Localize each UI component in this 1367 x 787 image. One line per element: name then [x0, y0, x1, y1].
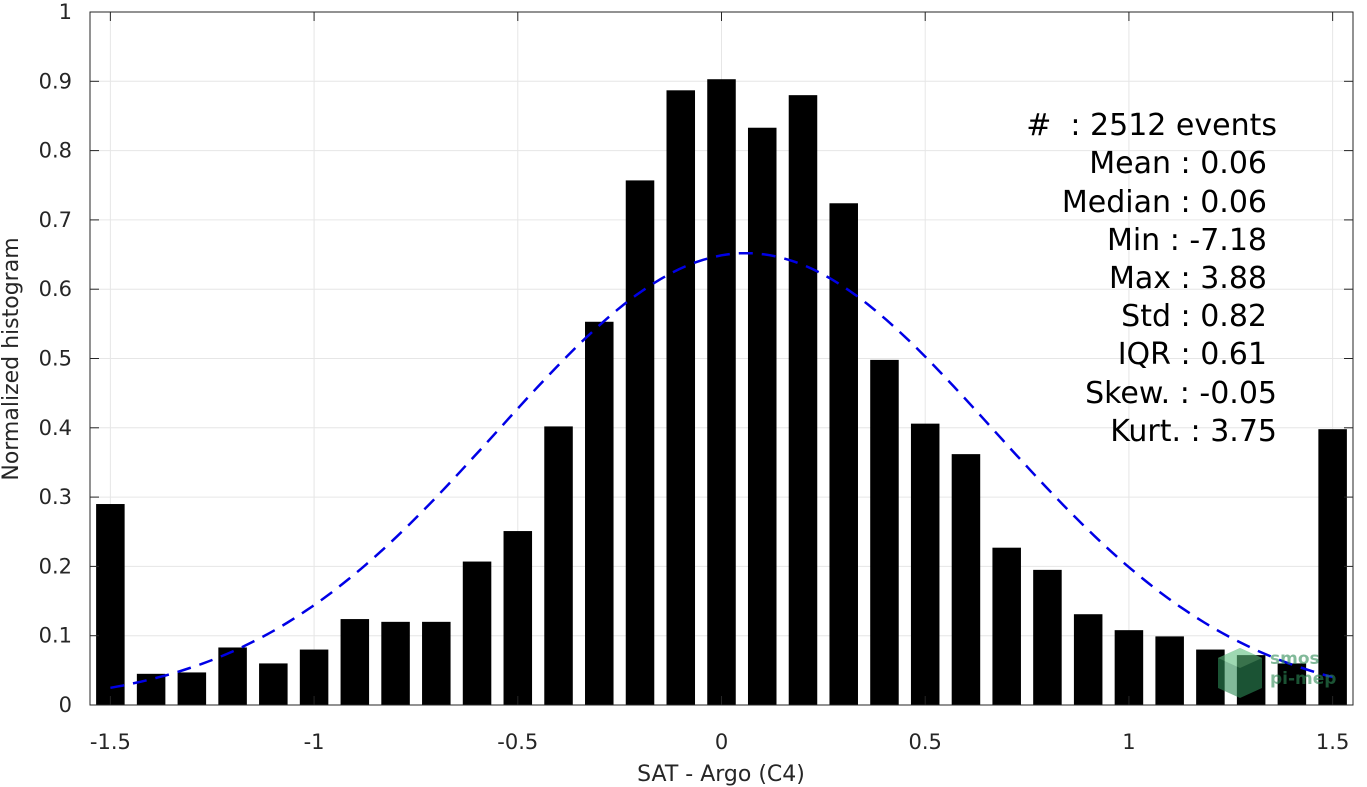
histogram-bar: [218, 647, 247, 705]
histogram-bar: [1114, 630, 1144, 705]
histogram-bar: [788, 95, 818, 705]
y-tick-label: 0.3: [39, 485, 72, 509]
watermark-line1: smos: [1270, 649, 1320, 669]
y-tick-label: 0.6: [39, 277, 72, 301]
y-tick-label: 0.8: [39, 139, 72, 163]
histogram-bar: [747, 127, 777, 705]
histogram-bar: [422, 621, 451, 705]
histogram-bar: [340, 619, 370, 705]
x-tick-label: 1.5: [1316, 730, 1349, 754]
stats-min: Min : -7.18: [1107, 223, 1267, 258]
x-tick-label: -1.5: [90, 730, 131, 754]
histogram-bar: [299, 649, 329, 705]
stats-iqr: IQR : 0.61: [1118, 337, 1267, 372]
stats-mean: Mean : 0.06: [1089, 146, 1267, 181]
x-tick-labels: -1.5 -1 -0.5 0 0.5 1 1.5: [90, 730, 1349, 754]
y-tick-label: 0.5: [39, 347, 72, 371]
gaussian-fit-line: [110, 251, 1333, 690]
y-tick-label: 0.4: [39, 416, 72, 440]
histogram-bar: [870, 359, 899, 705]
x-axis-label: SAT - Argo (C4): [637, 762, 805, 787]
cube-top-face: [1218, 648, 1262, 668]
histogram-bar: [381, 621, 410, 705]
histogram-bar: [503, 531, 533, 705]
stats-median: Median : 0.06: [1062, 185, 1267, 220]
histogram-bar: [1155, 636, 1184, 705]
histogram-bar: [625, 180, 655, 706]
y-tick-labels: 0 0.1 0.2 0.3 0.4 0.5 0.6 0.7 0.8 0.9 1: [39, 0, 72, 717]
histogram-bar: [1277, 663, 1307, 705]
histogram-bar: [707, 79, 736, 705]
x-tick-label: 1: [1122, 730, 1135, 754]
histogram-bar: [259, 663, 288, 705]
watermark-line2: pi-mep: [1270, 669, 1336, 689]
y-tick-label: 0.9: [39, 69, 72, 93]
axes: [89, 11, 1354, 706]
watermark-logo: smos pi-mep: [1218, 648, 1336, 698]
stats-kurt: Kurt. : 3.75: [1110, 414, 1277, 449]
y-tick-label: 0.1: [39, 624, 72, 648]
histogram-bar: [910, 423, 940, 705]
histogram-bar: [1318, 429, 1347, 705]
histogram-bar: [992, 547, 1021, 705]
y-tick-label: 0: [59, 693, 72, 717]
stats-box: # : 2512 events Mean : 0.06 Median : 0.0…: [1026, 108, 1277, 449]
y-axis-label: Normalized histogram: [0, 237, 24, 480]
x-tick-label: 0: [715, 730, 728, 754]
stats-skew: Skew. : -0.05: [1085, 376, 1277, 411]
histogram-bar: [829, 203, 858, 705]
stats-events: # : 2512 events: [1026, 108, 1277, 143]
fit-curve: [110, 251, 1333, 690]
histogram-bar: [1033, 569, 1062, 705]
histogram-bar: [951, 454, 981, 705]
x-tick-label: 0.5: [909, 730, 942, 754]
bars: [96, 79, 1347, 706]
y-tick-label: 0.7: [39, 208, 72, 232]
histogram-bar: [462, 561, 492, 705]
histogram-bar: [544, 426, 573, 705]
stats-max: Max : 3.88: [1109, 261, 1267, 296]
x-tick-label: -1: [304, 730, 325, 754]
histogram-bar: [666, 90, 696, 705]
x-tick-label: -0.5: [497, 730, 538, 754]
y-tick-label: 0.2: [39, 554, 72, 578]
histogram-bar: [96, 504, 125, 705]
histogram-bar: [585, 321, 614, 705]
histogram-bar: [1073, 614, 1103, 705]
stats-std: Std : 0.82: [1121, 299, 1267, 334]
histogram-bar: [136, 673, 166, 705]
y-tick-label: 1: [59, 0, 72, 24]
histogram-bar: [177, 672, 207, 705]
